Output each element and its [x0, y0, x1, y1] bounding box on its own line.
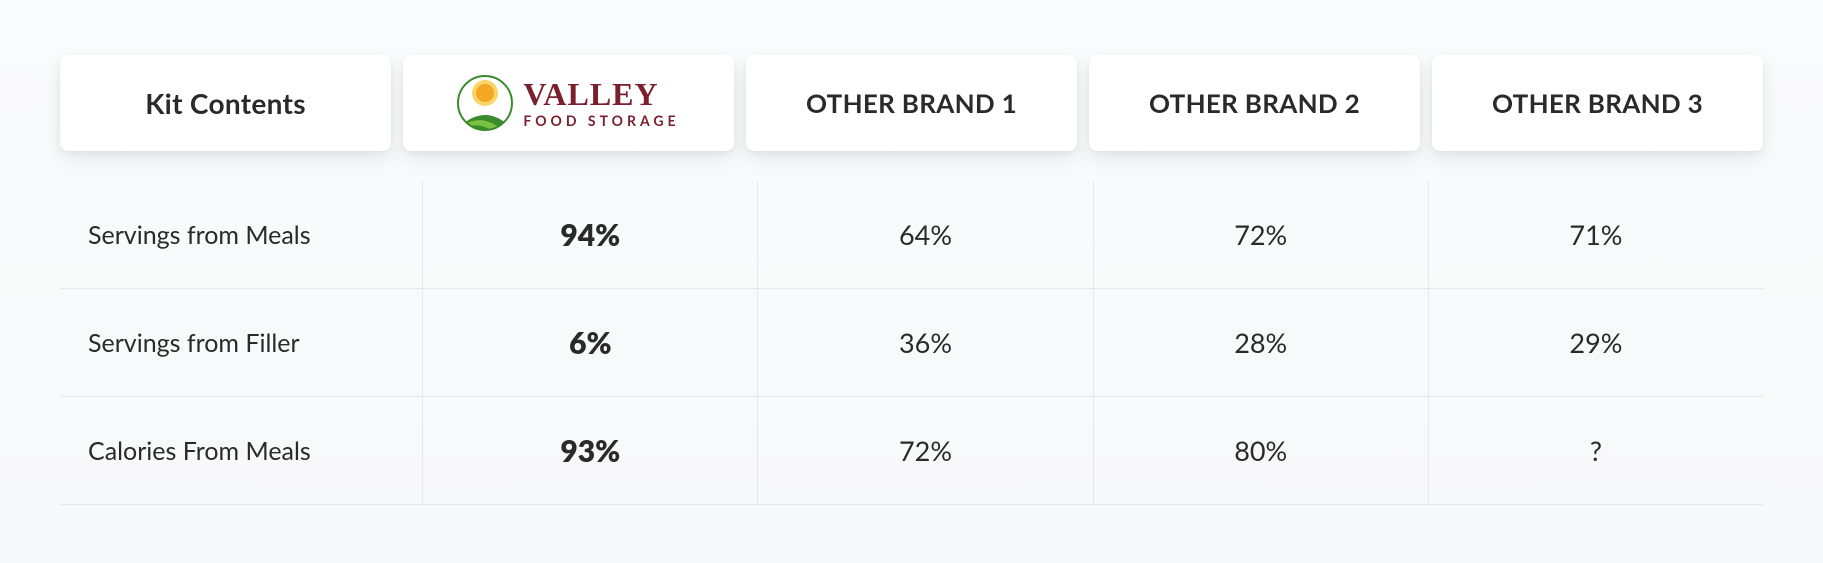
table-row: Calories From Meals 93% 72% 80% ? [60, 397, 1763, 505]
valley-logo-text: VALLEY FOOD STORAGE [523, 78, 679, 128]
header-other-brand-2: OTHER BRAND 2 [1089, 55, 1420, 151]
cell-b2: 80% [1093, 397, 1428, 505]
cell-b1: 64% [757, 181, 1092, 289]
cell-b3: 71% [1428, 181, 1763, 289]
cell-value: 6% [569, 325, 611, 361]
table-row: Servings from Meals 94% 64% 72% 71% [60, 181, 1763, 289]
header-other-brand-1: OTHER BRAND 1 [746, 55, 1077, 151]
cell-value: 71% [1569, 218, 1622, 251]
cell-value: 29% [1569, 326, 1622, 359]
table-row: Servings from Filler 6% 36% 28% 29% [60, 289, 1763, 397]
header-valley-logo: VALLEY FOOD STORAGE [403, 55, 734, 151]
cell-value: ? [1590, 434, 1602, 467]
cell-value: 94% [560, 217, 620, 253]
valley-logo-icon [457, 75, 513, 131]
cell-value: 80% [1234, 434, 1287, 467]
cell-value: 72% [1234, 218, 1287, 251]
cell-value: 64% [899, 218, 952, 251]
header-other-brand-3: OTHER BRAND 3 [1432, 55, 1763, 151]
row-label: Calories From Meals [60, 397, 422, 505]
cell-b3: 29% [1428, 289, 1763, 397]
comparison-table: Kit Contents [60, 55, 1763, 505]
row-label: Servings from Filler [60, 289, 422, 397]
cell-b1: 36% [757, 289, 1092, 397]
header-kit-contents: Kit Contents [60, 55, 391, 151]
row-label: Servings from Meals [60, 181, 422, 289]
logo-sub-text: FOOD STORAGE [523, 114, 679, 128]
cell-value: 93% [560, 433, 620, 469]
cell-b3: ? [1428, 397, 1763, 505]
cell-value: 72% [899, 434, 952, 467]
logo-main-text: VALLEY [523, 78, 679, 110]
cell-value: 28% [1234, 326, 1287, 359]
cell-value: 36% [899, 326, 952, 359]
cell-valley: 6% [422, 289, 757, 397]
cell-b2: 72% [1093, 181, 1428, 289]
cell-valley: 93% [422, 397, 757, 505]
table-header-row: Kit Contents [60, 55, 1763, 151]
cell-b2: 28% [1093, 289, 1428, 397]
valley-logo: VALLEY FOOD STORAGE [457, 75, 679, 131]
cell-b1: 72% [757, 397, 1092, 505]
cell-valley: 94% [422, 181, 757, 289]
